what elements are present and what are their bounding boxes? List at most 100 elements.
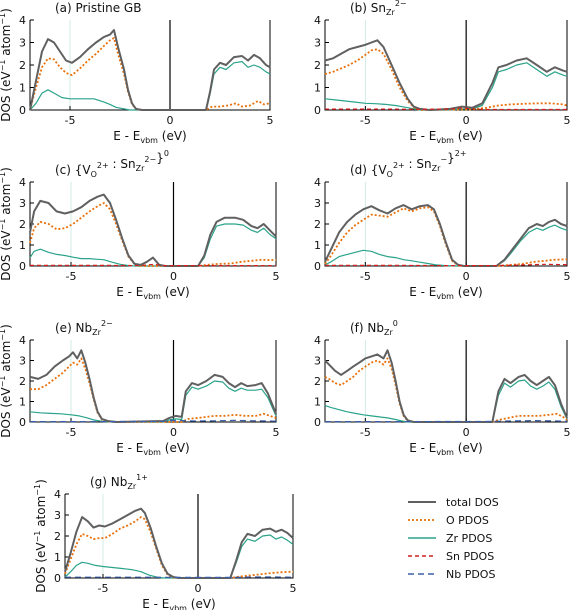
y-axis-label: DOS (eV−1 atom−1) [0, 167, 13, 281]
series-o [29, 37, 271, 111]
axes-frame [29, 340, 277, 423]
y-tick-label: 0 [314, 260, 321, 273]
legend-item-o: O PDOS [408, 514, 489, 527]
legend-item-zr: Zr PDOS [408, 532, 492, 545]
x-tick-label: 5 [273, 270, 280, 283]
series-zr [29, 380, 277, 423]
y-tick-label: 3 [54, 509, 61, 522]
y-tick-label: 0 [314, 416, 321, 429]
y-tick-label: 4 [19, 14, 26, 27]
series-o [324, 206, 568, 267]
y-tick-label: 4 [314, 176, 321, 189]
panel-title: (g) NbZr1+ [90, 473, 148, 491]
series-zr [324, 379, 568, 423]
series-nb [325, 420, 568, 423]
series-sn [325, 263, 568, 267]
x-tick-label: 0 [195, 582, 202, 595]
x-tick-label: -5 [360, 426, 371, 439]
x-tick-label: 0 [463, 114, 470, 127]
axes-frame [324, 182, 568, 267]
panel-title: (a) Pristine GB [55, 1, 141, 15]
panel-e: 0 1 2 3 4 -5 0 5 (e) NbZr2− E - Evbm (eV) DOS (eV−… [0, 319, 280, 457]
y-tick-label: 2 [19, 59, 26, 72]
y-tick-label: 1 [19, 82, 26, 95]
series-total [29, 193, 277, 267]
y-tick-label: 1 [54, 551, 61, 564]
y-tick-label: 1 [314, 396, 321, 409]
series-zr [29, 223, 277, 267]
y-tick-label: 0 [19, 260, 26, 273]
legend: total DOS O PDOS Zr PDOS Sn PDOS Nb PDOS [408, 496, 499, 581]
y-tick-label: 0 [19, 416, 26, 429]
x-tick-label: -5 [66, 270, 77, 283]
panel-title: (d) {VO2+ : SnZr−}2+ [350, 149, 467, 179]
y-tick-label: 3 [19, 37, 26, 50]
y-axis-label: DOS (eV−1 atom−1) [0, 324, 13, 438]
series-total [29, 29, 271, 111]
series-total [64, 507, 294, 579]
x-tick-label: 0 [170, 426, 177, 439]
y-tick-label: 4 [314, 14, 321, 27]
x-tick-label: 5 [564, 114, 571, 127]
x-axis-label: E - Evbm (eV) [409, 285, 483, 301]
y-tick-label: 2 [314, 218, 321, 231]
series-total [324, 39, 568, 111]
y-tick-label: 0 [19, 104, 26, 117]
series-zr [64, 534, 294, 579]
y-tick-label: 3 [314, 37, 321, 50]
x-tick-label: -5 [360, 270, 371, 283]
x-tick-label: 5 [273, 426, 280, 439]
x-tick-label: 5 [564, 270, 571, 283]
y-tick-label: 3 [314, 355, 321, 368]
panel-d: 0 1 2 3 4 -5 0 5 (d) {VO2+ : SnZr−}2+ E - Evbm (e… [314, 149, 571, 301]
series-o [324, 48, 568, 111]
series-nb [30, 419, 277, 423]
x-axis-label: E - Evbm (eV) [116, 285, 190, 301]
y-tick-label: 0 [54, 572, 61, 585]
panel-title: (b) SnZr2− [350, 0, 407, 17]
legend-label: Sn PDOS [446, 550, 494, 563]
x-tick-label: 5 [267, 114, 274, 127]
panel-b: 0 1 2 3 4 -5 0 5 (b) SnZr2− E - Evbm (eV) [314, 0, 571, 145]
x-axis-label: E - Evbm (eV) [142, 597, 216, 610]
x-axis-label: E - Evbm (eV) [113, 129, 187, 145]
panel-title: (c) {VO2+ : SnZr2−}0 [55, 149, 169, 179]
legend-item-total: total DOS [408, 496, 499, 509]
y-tick-label: 4 [19, 176, 26, 189]
x-tick-label: 0 [167, 114, 174, 127]
y-tick-label: 4 [54, 488, 61, 501]
panel-a: 0 1 2 3 4 -5 0 5 (a) Pristine GB E - Evbm (eV) DOS… [0, 1, 274, 145]
series-sn [325, 107, 567, 111]
legend-item-sn: Sn PDOS [408, 550, 494, 563]
panel-title: (f) NbZr0 [350, 319, 398, 337]
y-tick-label: 2 [19, 375, 26, 388]
series-zr [324, 224, 568, 267]
y-tick-label: 1 [314, 239, 321, 252]
x-tick-label: 5 [564, 426, 571, 439]
y-tick-label: 1 [314, 82, 321, 95]
series-o [30, 357, 277, 423]
panel-f: 0 1 2 3 4 -5 0 5 (f) NbZr0 E - Evbm (eV) [314, 319, 571, 457]
y-tick-label: 1 [19, 396, 26, 409]
series-o [324, 357, 568, 423]
x-tick-label: -5 [66, 426, 77, 439]
y-tick-label: 2 [19, 218, 26, 231]
y-tick-label: 4 [314, 334, 321, 347]
series-total [29, 349, 277, 423]
y-tick-label: 2 [54, 530, 61, 543]
y-tick-label: 2 [314, 59, 321, 72]
x-axis-label: E - Evbm (eV) [116, 441, 190, 457]
y-tick-label: 3 [314, 197, 321, 210]
x-tick-label: 0 [170, 270, 177, 283]
y-tick-label: 0 [314, 104, 321, 117]
series-o [64, 516, 294, 579]
panel-c: 0 1 2 3 4 -5 0 5 (c) {VO2+ : SnZr2−}0 E - Evbm (e… [0, 149, 280, 301]
x-tick-label: 0 [463, 426, 470, 439]
x-axis-label: E - Evbm (eV) [409, 129, 483, 145]
y-axis-label: DOS (eV−1 atom−1) [0, 8, 13, 122]
axes-frame [29, 20, 271, 111]
x-axis-label: E - Evbm (eV) [409, 441, 483, 457]
series-zr [29, 61, 271, 111]
series-total [324, 204, 568, 267]
